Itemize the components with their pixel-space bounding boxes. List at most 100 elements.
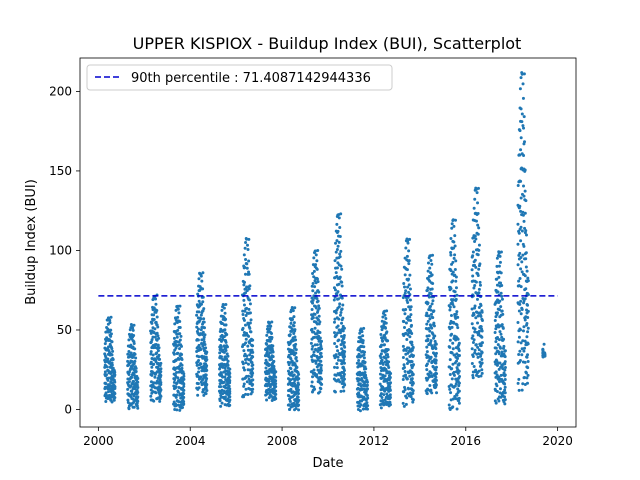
data-point (312, 354, 316, 358)
data-point (476, 232, 480, 236)
data-point (523, 360, 527, 364)
data-point (497, 308, 501, 312)
data-point (473, 304, 477, 308)
x-tick-label: 2012 (359, 434, 390, 448)
data-point (366, 396, 370, 400)
data-point (451, 362, 455, 366)
data-point (241, 313, 245, 317)
data-point (405, 377, 409, 381)
data-point (196, 338, 200, 342)
data-point (333, 342, 337, 346)
data-point (320, 382, 324, 386)
data-point (475, 191, 479, 195)
data-point (359, 384, 363, 388)
data-point (430, 273, 434, 277)
data-point (150, 321, 154, 325)
data-point (244, 291, 248, 295)
data-point (269, 367, 273, 371)
data-point (317, 306, 321, 310)
data-point (202, 307, 206, 311)
data-point (332, 320, 336, 324)
data-point (495, 311, 499, 315)
data-point (427, 334, 431, 338)
data-point (113, 370, 117, 374)
data-point (524, 233, 528, 237)
data-point (149, 350, 153, 354)
data-point (457, 381, 461, 385)
data-point (517, 388, 521, 392)
data-point (524, 371, 528, 375)
data-point (408, 374, 412, 378)
data-point (378, 361, 382, 365)
data-point (247, 307, 251, 311)
data-point (403, 312, 407, 316)
data-point (149, 352, 153, 356)
data-point (226, 363, 230, 367)
data-point (245, 354, 249, 358)
data-point (449, 287, 453, 291)
data-point (406, 241, 410, 245)
data-point (152, 362, 156, 366)
data-point (313, 312, 317, 316)
data-point (274, 385, 278, 389)
data-point (319, 369, 323, 373)
data-point (315, 267, 319, 271)
data-point (356, 408, 360, 412)
data-point (155, 351, 159, 355)
data-point (387, 360, 391, 364)
data-point (451, 347, 455, 351)
x-tick-label: 2008 (267, 434, 298, 448)
data-point (205, 364, 209, 368)
data-point (337, 240, 341, 244)
data-point (410, 360, 414, 364)
data-point (293, 335, 297, 339)
data-point (226, 354, 230, 358)
data-point (335, 239, 339, 243)
data-point (136, 399, 140, 403)
data-point (136, 395, 140, 399)
data-point (133, 359, 137, 363)
data-point (294, 348, 298, 352)
data-point (220, 401, 224, 405)
data-point (523, 211, 527, 215)
data-point (448, 387, 452, 391)
data-point (431, 299, 435, 303)
data-point (219, 355, 223, 359)
data-point (473, 239, 477, 243)
data-point (112, 398, 116, 402)
data-point (454, 279, 458, 283)
data-point (479, 344, 483, 348)
data-point (202, 393, 206, 397)
data-point (341, 316, 345, 320)
data-point (404, 348, 408, 352)
data-point (519, 148, 523, 152)
data-point (452, 373, 456, 377)
data-point (202, 317, 206, 321)
data-point (319, 344, 323, 348)
data-point (312, 368, 316, 372)
data-point (519, 328, 523, 332)
data-point (494, 401, 498, 405)
data-point (175, 335, 179, 339)
data-point (244, 387, 248, 391)
data-point (524, 229, 528, 233)
data-point (503, 402, 507, 406)
data-point (272, 359, 276, 363)
data-point (358, 382, 362, 386)
data-point (425, 322, 429, 326)
data-point (335, 222, 339, 226)
data-point (158, 357, 162, 361)
data-point (177, 357, 181, 361)
data-point (525, 335, 529, 339)
data-point (453, 253, 457, 257)
data-point (480, 371, 484, 375)
data-point (408, 335, 412, 339)
data-point (149, 394, 153, 398)
data-point (361, 334, 365, 338)
data-point (500, 323, 504, 327)
data-point (452, 240, 456, 244)
data-point (338, 255, 342, 259)
data-point (503, 360, 507, 364)
data-point (523, 189, 527, 193)
data-point (154, 302, 158, 306)
